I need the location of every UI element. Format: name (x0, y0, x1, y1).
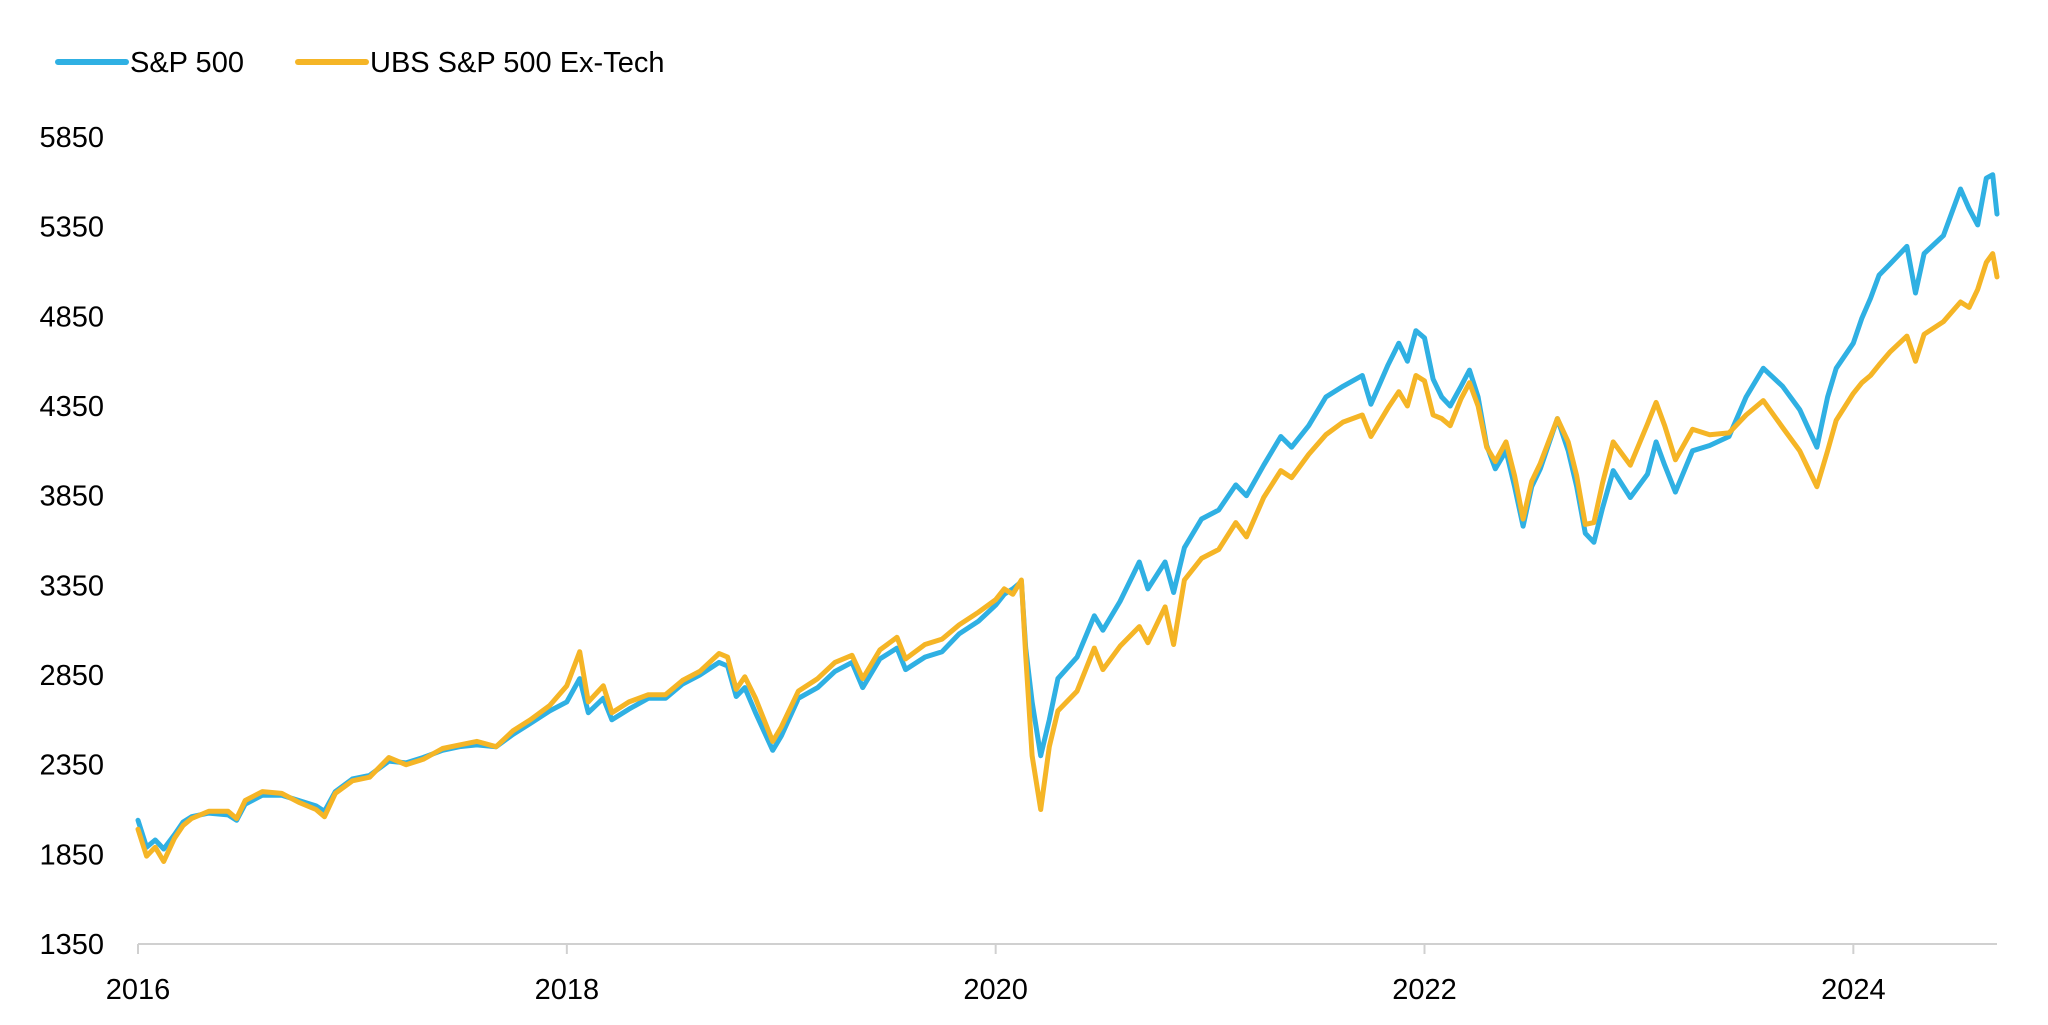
series-line-ubs-ex-tech (135, 251, 2000, 864)
y-tick-label: 1350 (39, 929, 104, 961)
y-tick-label: 3350 (39, 570, 104, 602)
x-tick-label: 2018 (535, 974, 600, 1006)
y-tick-label: 4350 (39, 391, 104, 423)
y-tick-label: 5350 (39, 212, 104, 244)
y-tick-label: 2850 (39, 660, 104, 692)
y-tick-label: 2350 (39, 750, 104, 782)
x-tick-label: 2016 (106, 974, 171, 1006)
x-tick-label: 2020 (963, 974, 1028, 1006)
x-tick-label: 2024 (1821, 974, 1886, 1006)
series-line-sp500 (135, 172, 2000, 852)
legend-label-sp500: S&P 500 (130, 47, 244, 79)
legend: S&P 500 UBS S&P 500 Ex-Tech (55, 47, 664, 79)
y-tick-label: 3850 (39, 481, 104, 513)
series-layer (135, 172, 2000, 864)
x-tick-label: 2022 (1392, 974, 1457, 1006)
legend-label-ubs-ex-tech: UBS S&P 500 Ex-Tech (370, 47, 664, 79)
y-tick-label: 5850 (39, 122, 104, 154)
y-axis: 1350 1850 2350 2850 3350 3850 4350 4850 5350 5850 (39, 122, 104, 961)
y-tick-label: 4850 (39, 301, 104, 333)
y-tick-label: 1850 (39, 839, 104, 871)
x-axis: 2016 2018 2020 2022 2024 (106, 943, 1997, 1006)
